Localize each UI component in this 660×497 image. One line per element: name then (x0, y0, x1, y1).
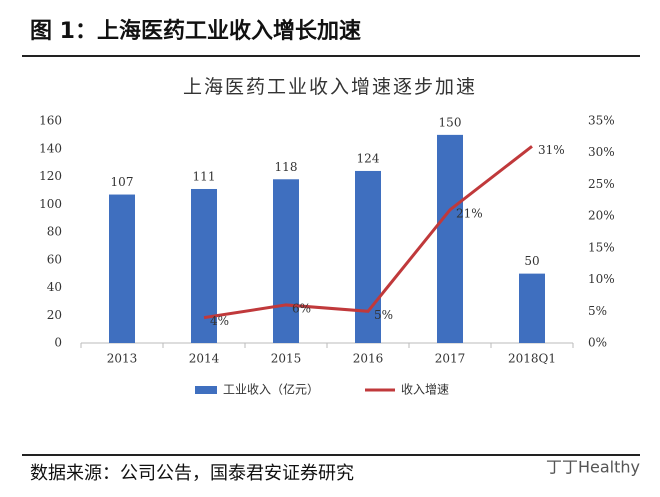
line-label: 31% (538, 143, 565, 157)
x-tick-label: 2017 (435, 352, 466, 366)
x-tick-label: 2016 (353, 352, 384, 366)
bar (355, 170, 381, 343)
y2-tick-label: 20% (588, 209, 615, 223)
bar (273, 179, 299, 343)
chart-title: 上海医药工业收入增速逐步加速 (183, 76, 477, 98)
y-tick-label: 120 (39, 169, 62, 183)
bar-label: 124 (357, 151, 380, 165)
y-tick-label: 160 (39, 114, 62, 128)
bar-label: 118 (275, 160, 298, 174)
y-tick-label: 20 (47, 308, 62, 322)
bar (437, 134, 463, 343)
line-label: 6% (292, 301, 311, 315)
legend-label: 工业收入（亿元） (223, 382, 319, 397)
y-tick-label: 40 (47, 280, 62, 294)
figure-title: 图 1：上海医药工业收入增长加速 (30, 18, 361, 44)
y2-tick-label: 30% (588, 145, 615, 159)
source: 数据来源：公司公告，国泰君安证券研究 (30, 463, 354, 484)
x-tick-label: 2013 (107, 352, 138, 366)
line-label: 21% (456, 206, 483, 220)
x-tick-label: 2018Q1 (508, 352, 556, 366)
x-tick-label: 2015 (271, 352, 302, 366)
watermark: 丁丁Healthy (546, 458, 640, 477)
y2-tick-label: 15% (588, 240, 615, 254)
line-label: 5% (374, 308, 393, 322)
line (203, 145, 533, 320)
y2-tick-label: 5% (588, 304, 607, 318)
y2-tick-label: 10% (588, 272, 615, 286)
bar (519, 273, 545, 343)
y-tick-label: 60 (47, 252, 62, 266)
y-tick-label: 0 (54, 336, 62, 350)
y2-tick-label: 25% (588, 177, 615, 191)
bar-label: 150 (439, 115, 462, 129)
y2-tick-label: 0% (588, 336, 607, 350)
y-tick-label: 140 (39, 141, 62, 155)
legend-swatch (195, 386, 217, 394)
bar-label: 111 (193, 169, 216, 183)
bar-label: 50 (524, 254, 539, 268)
line-label: 4% (210, 314, 229, 328)
bar (109, 194, 135, 343)
x-tick-label: 2014 (189, 352, 220, 366)
y-tick-label: 80 (47, 225, 62, 239)
legend-label: 收入增速 (401, 383, 449, 397)
bar-label: 107 (111, 175, 134, 189)
y2-tick-label: 35% (588, 114, 615, 128)
y-tick-label: 100 (39, 197, 62, 211)
